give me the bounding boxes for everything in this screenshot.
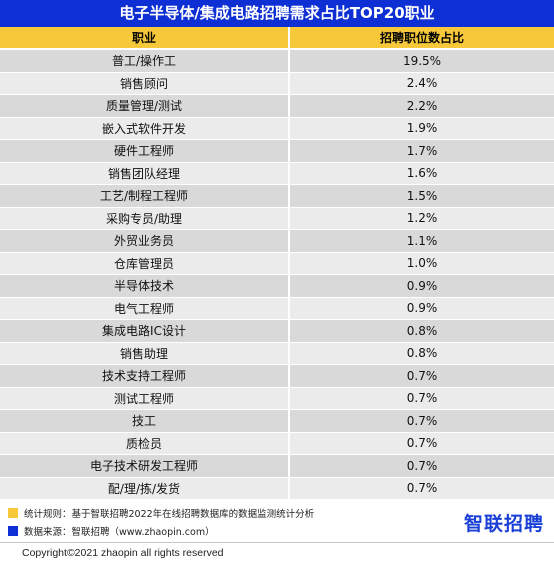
share-cell: 0.7% — [289, 364, 554, 388]
table-row: 普工/操作工 19.5% — [0, 49, 554, 73]
table-row: 采购专员/助理 1.2% — [0, 207, 554, 230]
share-cell: 2.2% — [289, 94, 554, 118]
share-cell: 0.8% — [289, 319, 554, 343]
footer: 统计规则：基于智联招聘2022年在线招聘数据库的数据监测统计分析 数据来源：智联… — [0, 500, 554, 542]
occupation-cell: 测试工程师 — [0, 387, 290, 410]
share-cell: 1.7% — [289, 139, 554, 163]
occupation-cell: 嵌入式软件开发 — [0, 117, 290, 140]
share-cell: 1.1% — [289, 229, 554, 253]
occupation-cell: 普工/操作工 — [0, 49, 290, 73]
table-row: 半导体技术 0.9% — [0, 274, 554, 298]
occupation-cell: 技工 — [0, 409, 290, 433]
yellow-square-icon — [8, 508, 18, 518]
table-row: 电气工程师 0.9% — [0, 297, 554, 320]
occupation-cell: 半导体技术 — [0, 274, 290, 298]
share-cell: 19.5% — [289, 49, 554, 73]
table-header-row: 职业 招聘职位数占比 — [0, 27, 554, 50]
occupation-cell: 技术支持工程师 — [0, 364, 290, 388]
share-cell: 0.7% — [289, 432, 554, 455]
table-row: 测试工程师 0.7% — [0, 387, 554, 410]
occupation-cell: 电气工程师 — [0, 297, 290, 320]
table-row: 技术支持工程师 0.7% — [0, 364, 554, 388]
table-row: 销售团队经理 1.6% — [0, 162, 554, 185]
share-cell: 1.0% — [289, 252, 554, 275]
zhaopin-logo: 智联招聘 — [463, 513, 544, 535]
copyright: Copyright©2021 zhaopin all rights reserv… — [0, 542, 554, 563]
share-cell: 1.2% — [289, 207, 554, 230]
share-cell: 2.4% — [289, 72, 554, 95]
table-row: 硬件工程师 1.7% — [0, 139, 554, 163]
table-row: 外贸业务员 1.1% — [0, 229, 554, 253]
table-row: 技工 0.7% — [0, 409, 554, 433]
table-row: 销售助理 0.8% — [0, 342, 554, 365]
share-cell: 1.9% — [289, 117, 554, 140]
table-row: 集成电路IC设计 0.8% — [0, 319, 554, 343]
occupation-cell: 销售团队经理 — [0, 162, 290, 185]
share-cell: 0.9% — [289, 297, 554, 320]
share-cell: 0.7% — [289, 409, 554, 433]
table-row: 工艺/制程工程师 1.5% — [0, 184, 554, 208]
table-row: 电子技术研发工程师 0.7% — [0, 454, 554, 478]
share-cell: 1.6% — [289, 162, 554, 185]
data-source-text: 数据来源：智联招聘（www.zhaopin.com） — [24, 527, 215, 538]
occupation-cell: 配/理/拣/发货 — [0, 477, 290, 500]
occupation-cell: 外贸业务员 — [0, 229, 290, 253]
stat-rule-note: 统计规则：基于智联招聘2022年在线招聘数据库的数据监测统计分析 — [8, 506, 314, 520]
occupation-cell: 工艺/制程工程师 — [0, 184, 290, 208]
data-source-note: 数据来源：智联招聘（www.zhaopin.com） — [8, 524, 215, 538]
header-occupation: 职业 — [0, 27, 290, 50]
header-share: 招聘职位数占比 — [289, 27, 554, 50]
share-cell: 0.9% — [289, 274, 554, 298]
table-row: 配/理/拣/发货 0.7% — [0, 477, 554, 500]
table-row: 仓库管理员 1.0% — [0, 252, 554, 275]
occupation-cell: 仓库管理员 — [0, 252, 290, 275]
table-row: 销售顾问 2.4% — [0, 72, 554, 95]
data-table: 职业 招聘职位数占比 普工/操作工 19.5% 销售顾问 2.4% 质量管理/测试 2.2… — [0, 27, 554, 500]
blue-square-icon — [8, 526, 18, 536]
occupation-cell: 硬件工程师 — [0, 139, 290, 163]
share-cell: 0.7% — [289, 387, 554, 410]
table-row: 嵌入式软件开发 1.9% — [0, 117, 554, 140]
table-row: 质检员 0.7% — [0, 432, 554, 455]
share-cell: 0.7% — [289, 454, 554, 478]
share-cell: 0.8% — [289, 342, 554, 365]
occupation-cell: 集成电路IC设计 — [0, 319, 290, 343]
occupation-cell: 电子技术研发工程师 — [0, 454, 290, 478]
table-row: 质量管理/测试 2.2% — [0, 94, 554, 118]
chart-title: 电子半导体/集成电路招聘需求占比TOP20职业 — [0, 0, 554, 27]
occupation-cell: 采购专员/助理 — [0, 207, 290, 230]
occupation-cell: 销售助理 — [0, 342, 290, 365]
occupation-cell: 质量管理/测试 — [0, 94, 290, 118]
occupation-cell: 销售顾问 — [0, 72, 290, 95]
occupation-cell: 质检员 — [0, 432, 290, 455]
stat-rule-text: 统计规则：基于智联招聘2022年在线招聘数据库的数据监测统计分析 — [24, 509, 315, 520]
share-cell: 1.5% — [289, 184, 554, 208]
share-cell: 0.7% — [289, 477, 554, 500]
